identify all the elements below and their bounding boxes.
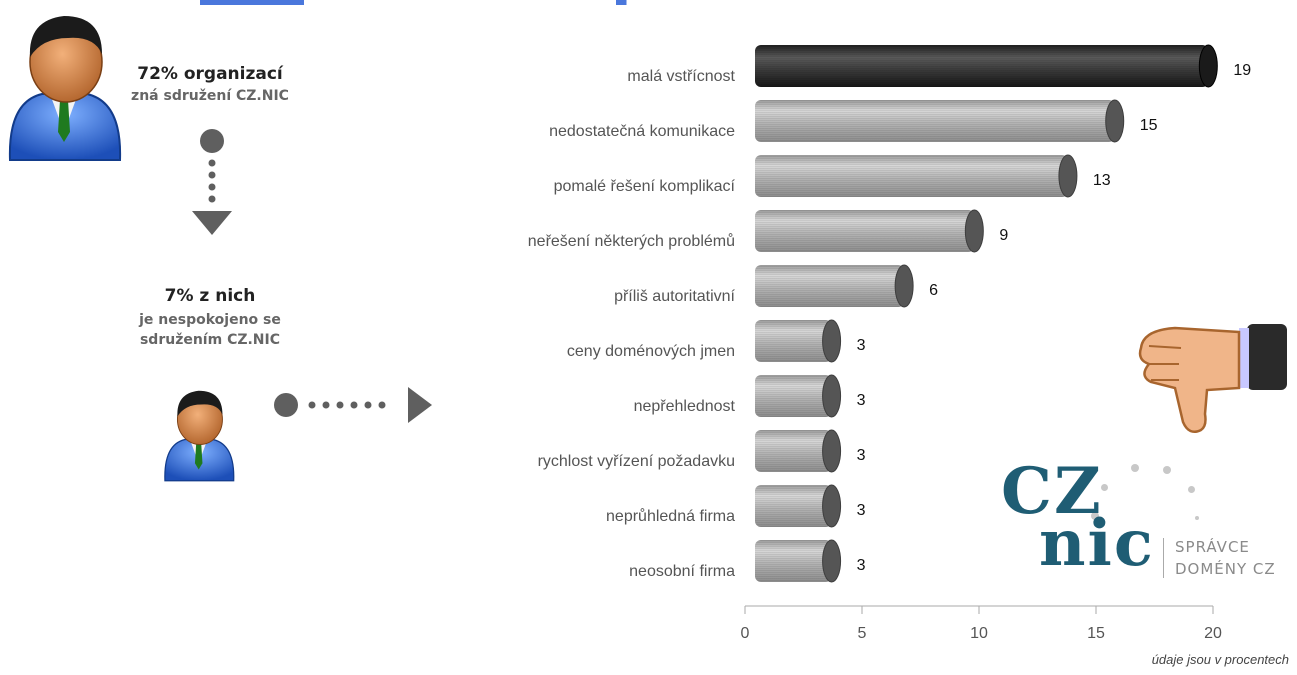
bar-texture: [755, 210, 975, 252]
bar-texture: [755, 320, 832, 362]
bar-6: [755, 319, 842, 363]
category-label: malá vstřícnost: [627, 68, 735, 85]
stat-awareness-headline: 72% organizací: [137, 64, 283, 84]
bar-cap: [822, 319, 842, 363]
bar-4: [755, 209, 984, 253]
value-label: 6: [929, 282, 938, 299]
stat-dissatisfied: 7% z nich je nespokojeno se sdružením CZ…: [100, 282, 320, 350]
stat-awareness: 72% organizací zná sdružení CZ.NIC: [120, 62, 300, 106]
x-tick-label: 20: [1204, 625, 1222, 642]
dotted-arrow-down-icon: [192, 129, 232, 235]
logo-word-cz: CZ: [1001, 454, 1103, 529]
units-note: údaje jsou v procentech: [1151, 652, 1289, 667]
bar-8: [755, 429, 842, 473]
logo-tagline-2: DOMÉNY CZ: [1175, 560, 1276, 578]
value-label: 15: [1140, 117, 1158, 134]
category-label: pomalé řešení komplikací: [554, 178, 736, 195]
category-label: neprůhledná firma: [606, 507, 735, 525]
bar-cap: [1198, 44, 1218, 88]
stat-dissatisfied-headline: 7% z nich: [164, 286, 256, 306]
category-label: nedostatečná komunikace: [549, 123, 735, 140]
stat-dissatisfied-detail-2: sdružením CZ.NIC: [139, 332, 281, 348]
bar-cap: [822, 374, 842, 418]
value-label: 3: [857, 392, 866, 409]
value-label: 19: [1233, 62, 1251, 79]
bar-3: [755, 154, 1078, 198]
category-label: neosobní firma: [629, 563, 735, 580]
x-tick-label: 15: [1087, 625, 1105, 642]
bar-texture: [755, 45, 1209, 87]
value-label: 13: [1093, 172, 1111, 189]
bar-cap: [822, 429, 842, 473]
bar-2: [755, 99, 1125, 143]
bar-cap: [822, 484, 842, 528]
bar-9: [755, 484, 842, 528]
bar-cap: [964, 209, 984, 253]
businessman-avatar-icon: [8, 16, 122, 161]
bar-7: [755, 374, 842, 418]
x-tick-label: 5: [858, 625, 867, 642]
logo-tagline-1: SPRÁVCE: [1175, 538, 1250, 556]
logo-word-nic: nic: [1039, 506, 1155, 581]
value-label: 3: [857, 447, 866, 464]
bar-texture: [755, 100, 1115, 142]
dotted-arrow-right-icon: [274, 387, 432, 423]
stat-awareness-detail: zná sdružení CZ.NIC: [131, 88, 289, 104]
bar-cap: [1105, 99, 1125, 143]
value-label: 3: [857, 337, 866, 354]
x-tick-label: 10: [970, 625, 988, 642]
bar-cap: [822, 539, 842, 583]
bar-texture: [755, 375, 832, 417]
bar-texture: [755, 485, 832, 527]
category-label: ceny doménových jmen: [567, 343, 735, 360]
thumbs-down-icon: [1138, 324, 1287, 433]
cznic-logo: CZ nic SPRÁVCE DOMÉNY CZ: [995, 460, 1287, 585]
title-strip: [200, 0, 720, 5]
bar-texture: [755, 540, 832, 582]
bar-cap: [1058, 154, 1078, 198]
category-label: rychlost vyřízení požadavku: [538, 453, 735, 470]
bar-5: [755, 264, 914, 308]
category-label: nepřehlednost: [634, 398, 736, 415]
value-label: 9: [999, 227, 1008, 244]
bar-cap: [894, 264, 914, 308]
x-tick-label: 0: [741, 625, 750, 642]
value-label: 3: [857, 557, 866, 574]
bar-1: [755, 44, 1218, 88]
value-label: 3: [857, 502, 866, 519]
bar-10: [755, 539, 842, 583]
bar-texture: [755, 155, 1068, 197]
category-label: příliš autoritativní: [614, 288, 735, 305]
stat-dissatisfied-detail-1: je nespokojeno se: [139, 312, 281, 328]
bar-texture: [755, 265, 905, 307]
category-label: neřešení některých problémů: [528, 232, 735, 250]
businessman-avatar-small-icon: [164, 390, 235, 482]
logo-separator: [1163, 538, 1164, 578]
bar-texture: [755, 430, 832, 472]
